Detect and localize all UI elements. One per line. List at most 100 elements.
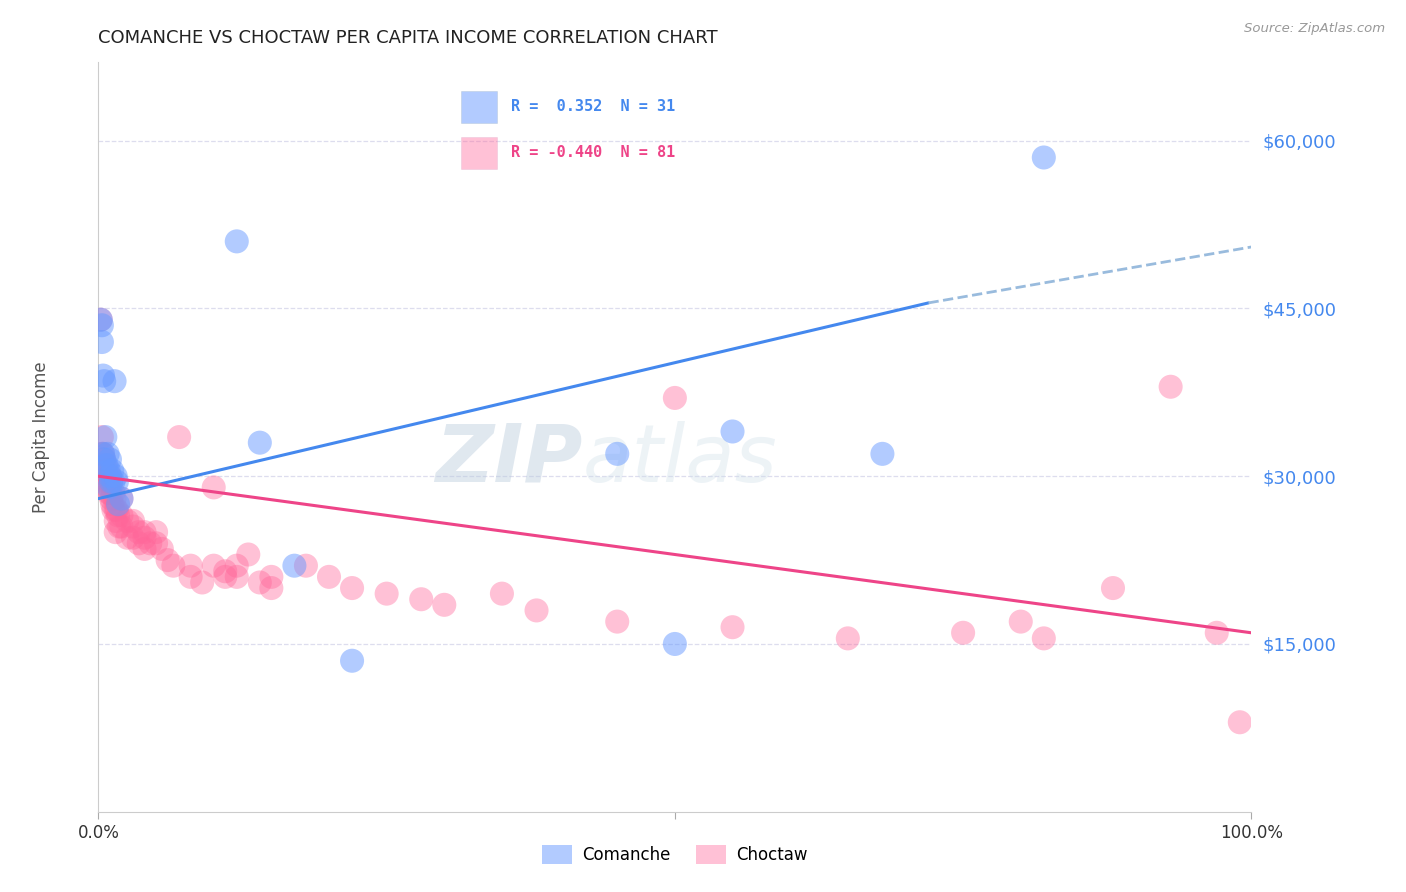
Point: [238, 548, 260, 562]
Point: [96, 475, 118, 489]
Point: [145, 525, 167, 540]
Point: [97, 480, 120, 494]
Point: [1160, 380, 1182, 394]
Point: [110, 491, 132, 506]
Point: [411, 592, 433, 607]
Point: [295, 558, 318, 573]
Point: [180, 558, 202, 573]
Point: [225, 570, 247, 584]
Point: [1010, 615, 1032, 629]
Point: [721, 620, 744, 634]
Point: [162, 558, 184, 573]
Point: [104, 502, 127, 516]
Point: [110, 508, 132, 523]
Text: atlas: atlas: [582, 420, 778, 499]
Point: [167, 430, 190, 444]
Point: [97, 447, 120, 461]
Point: [1205, 625, 1227, 640]
Point: [191, 575, 214, 590]
Point: [98, 486, 121, 500]
Point: [128, 525, 150, 540]
Point: [340, 654, 363, 668]
Point: [101, 497, 124, 511]
Point: [139, 536, 162, 550]
Point: [214, 564, 236, 578]
Point: [100, 491, 122, 506]
Point: [91, 447, 114, 461]
Point: [225, 558, 247, 573]
Point: [202, 480, 225, 494]
Point: [606, 615, 628, 629]
Point: [110, 491, 132, 506]
Point: [117, 531, 139, 545]
Point: [318, 570, 340, 584]
Point: [1032, 632, 1054, 646]
Point: [202, 558, 225, 573]
Point: [103, 502, 125, 516]
Point: [103, 486, 125, 500]
Point: [952, 625, 974, 640]
Point: [91, 452, 114, 467]
Point: [93, 464, 115, 478]
Point: [91, 368, 114, 383]
Point: [90, 334, 112, 349]
Point: [664, 391, 686, 405]
Point: [100, 475, 122, 489]
Point: [156, 553, 179, 567]
Point: [90, 430, 112, 444]
Point: [145, 536, 167, 550]
Point: [91, 447, 114, 461]
Point: [104, 514, 127, 528]
Point: [433, 598, 456, 612]
Legend: Comanche, Choctaw: Comanche, Choctaw: [536, 838, 814, 871]
Point: [104, 525, 127, 540]
Point: [105, 502, 128, 516]
Point: [1032, 151, 1054, 165]
Point: [107, 497, 129, 511]
Point: [96, 458, 118, 472]
Point: [260, 570, 283, 584]
Point: [110, 519, 132, 533]
Point: [491, 587, 513, 601]
Point: [97, 464, 120, 478]
Point: [93, 452, 115, 467]
Point: [104, 469, 127, 483]
Point: [90, 312, 112, 326]
Point: [225, 235, 247, 249]
Point: [90, 312, 112, 326]
Point: [1229, 715, 1251, 730]
Point: [117, 514, 139, 528]
Point: [872, 447, 894, 461]
Y-axis label: Per Capita Income: Per Capita Income: [32, 361, 49, 513]
Point: [97, 475, 120, 489]
Point: [90, 318, 112, 333]
Point: [283, 558, 305, 573]
Point: [98, 469, 121, 483]
Point: [340, 581, 363, 595]
Point: [93, 374, 115, 388]
Point: [90, 447, 112, 461]
Point: [249, 435, 271, 450]
Point: [101, 464, 124, 478]
Point: [180, 570, 202, 584]
Point: [837, 632, 859, 646]
Text: ZIP: ZIP: [436, 420, 582, 499]
Point: [103, 475, 125, 489]
Text: Source: ZipAtlas.com: Source: ZipAtlas.com: [1244, 22, 1385, 36]
Point: [94, 430, 117, 444]
Point: [108, 519, 131, 533]
Point: [100, 475, 122, 489]
Point: [98, 469, 121, 483]
Point: [134, 531, 156, 545]
Point: [721, 425, 744, 439]
Point: [134, 525, 156, 540]
Point: [93, 452, 115, 467]
Point: [103, 491, 125, 506]
Point: [664, 637, 686, 651]
Point: [94, 458, 117, 472]
Point: [103, 374, 125, 388]
Point: [606, 447, 628, 461]
Point: [98, 480, 121, 494]
Point: [375, 587, 398, 601]
Point: [97, 486, 120, 500]
